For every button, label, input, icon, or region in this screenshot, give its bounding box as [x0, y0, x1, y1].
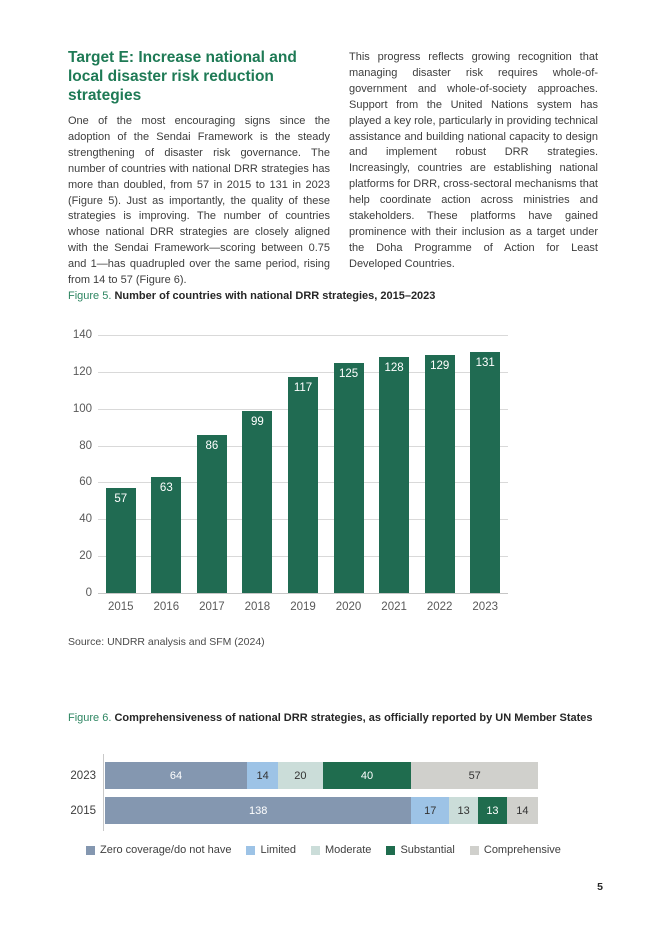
figure5-bar-value: 125 — [338, 367, 359, 380]
figure6-row-label: 2015 — [70, 804, 96, 817]
figure5-bar-value: 63 — [159, 481, 173, 494]
figure5-bar: 131 — [470, 351, 501, 593]
figure5-bar: 86 — [196, 434, 227, 593]
legend-swatch — [469, 845, 479, 855]
figure5-y-tick: 80 — [79, 439, 92, 452]
body-paragraph-right: This progress reflects growing recogniti… — [349, 51, 598, 270]
figure5-caption: Figure 5. Number of countries with natio… — [68, 290, 435, 303]
figure6-caption: Figure 6. Comprehensiveness of national … — [68, 712, 608, 725]
figure5-bar-value: 57 — [114, 492, 128, 505]
figure5-x-tick: 2023 — [472, 601, 498, 613]
legend-label: Limited — [260, 844, 296, 856]
figure5-plot: 57 2015 63 2016 86 2017 99 2018 117 2019 125 2020 12… — [98, 325, 508, 613]
legend-swatch — [310, 845, 320, 855]
figure6-label: Figure 6. — [68, 712, 112, 724]
page-number: 5 — [597, 881, 603, 893]
figure5-bar: 129 — [424, 355, 455, 593]
figure6-segment: 14 — [506, 797, 538, 824]
figure6-segment: 40 — [322, 762, 412, 789]
figure6-bar: 138 17 13 13 14 — [105, 797, 538, 824]
figure6-row: 2015 138 17 13 13 14 — [68, 797, 538, 824]
figure6-segment: 13 — [478, 797, 507, 824]
figure5-bar: 63 — [151, 476, 182, 593]
figure6-stacked-chart: 2023 64 14 20 40 57 2015 138 17 13 13 14 Zero cover… — [68, 752, 588, 867]
figure5-y-tick: 140 — [72, 329, 92, 341]
figure6-segment: 57 — [411, 762, 538, 789]
gridline — [98, 371, 508, 373]
figure6-row-label: 2023 — [70, 769, 96, 782]
legend-item: Comprehensive — [469, 844, 561, 856]
figure5-bar: 117 — [288, 377, 318, 593]
body-paragraph-left: One of the most encouraging signs since … — [68, 115, 330, 287]
figure5-x-tick: 2022 — [426, 601, 453, 613]
figure5-bar-value: 131 — [475, 356, 495, 369]
figure5-bar: 125 — [333, 362, 364, 593]
legend-item: Limited — [246, 844, 296, 856]
legend-label: Substantial — [400, 844, 455, 856]
figure5-y-tick: 20 — [79, 550, 92, 563]
figure6-row: 2023 64 14 20 40 57 — [68, 762, 538, 789]
figure6-legend: Zero coverage/do not have Limited Moderate… — [86, 844, 576, 856]
figure5-y-axis: 140 120 100 80 60 40 20 0 — [68, 325, 92, 603]
figure5-x-tick: 2017 — [199, 601, 225, 613]
figure5-x-tick: 2016 — [153, 601, 180, 613]
figure6-segment: 14 — [247, 762, 279, 789]
figure5-source: Source: UNDRR analysis and SFM (2024) — [68, 636, 265, 648]
figure5-bar-value: 99 — [251, 415, 264, 428]
figure6-segment: 17 — [411, 797, 450, 824]
legend-swatch — [86, 845, 95, 855]
figure6-segment: 20 — [278, 762, 323, 789]
figure5-bar: 99 — [242, 410, 273, 593]
figure5-bar-value: 129 — [430, 360, 450, 373]
section-heading: Target E: Increase national and local di… — [68, 49, 297, 104]
figure5-y-tick: 0 — [85, 587, 92, 599]
figure6-axis-line — [103, 754, 104, 831]
figure6-bar: 64 14 20 40 57 — [105, 762, 538, 789]
figure5-bar-chart: 140 120 100 80 60 40 20 0 57 2015 63 2016 86 2017 99 2… — [68, 325, 508, 613]
figure6-rows: 2023 64 14 20 40 57 2015 138 17 13 13 14 — [68, 762, 538, 832]
figure5-bar-value: 128 — [384, 362, 404, 375]
figure5-x-tick: 2018 — [244, 601, 271, 613]
figure5-x-tick: 2019 — [290, 601, 316, 613]
legend-swatch — [386, 845, 396, 855]
figure5-y-tick: 60 — [79, 476, 92, 489]
figure5-bar: 128 — [379, 357, 410, 593]
legend-label: Comprehensive — [483, 844, 561, 856]
figure6-segment: 13 — [449, 797, 479, 824]
right-column: This progress reflects growing recogniti… — [349, 50, 598, 273]
figure5-bar-value: 86 — [205, 439, 219, 452]
legend-label: Zero coverage/do not have — [100, 844, 232, 856]
figure5-bar-value: 117 — [293, 382, 313, 395]
figure5-y-tick: 100 — [72, 402, 92, 415]
legend-item: Moderate — [310, 844, 372, 856]
figure5-label: Figure 5. — [68, 290, 112, 302]
left-column: Target E: Increase national and local di… — [68, 48, 330, 289]
gridline — [98, 335, 508, 336]
figure5-x-tick: 2015 — [107, 601, 134, 613]
legend-swatch — [246, 845, 256, 855]
figure5-y-tick: 40 — [79, 513, 92, 526]
legend-item: Zero coverage/do not have — [86, 844, 231, 856]
legend-item: Substantial — [386, 844, 455, 856]
gridline — [98, 593, 508, 594]
figure5-x-tick: 2020 — [335, 601, 362, 613]
figure5-bar: 57 — [105, 487, 136, 593]
legend-label: Moderate — [324, 844, 372, 856]
figure6-title: Comprehensiveness of national DRR strate… — [114, 712, 593, 724]
figure5-title: Number of countries with national DRR st… — [114, 290, 436, 302]
figure6-segment: 138 — [105, 797, 412, 824]
figure5-x-tick: 2021 — [381, 601, 407, 613]
figure6-segment: 64 — [105, 762, 248, 789]
figure5-y-tick: 120 — [72, 365, 92, 378]
